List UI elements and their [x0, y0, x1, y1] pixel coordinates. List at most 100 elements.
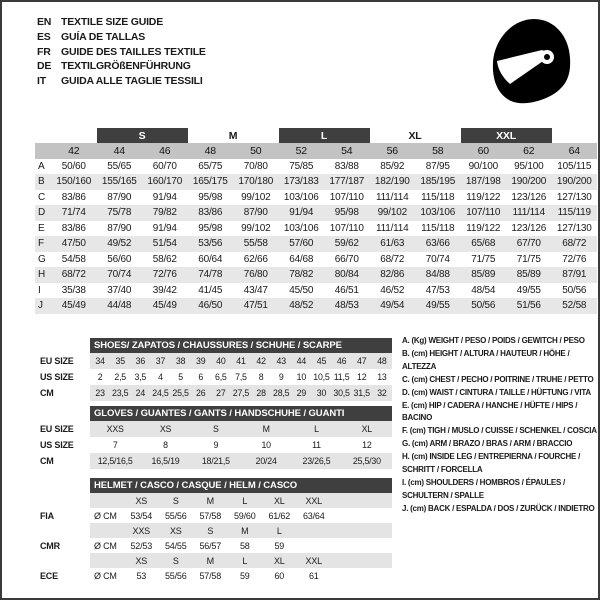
- gloves-grid: EU SIZE XXS XS S M L XL US SIZE 7 8 9 10 11 12 CM 12,5/…: [35, 421, 392, 469]
- measure-value: 50/60: [61, 160, 86, 172]
- measure-value: 41/45: [198, 284, 223, 296]
- size-number: 64: [551, 143, 598, 159]
- sub-value: 34: [90, 353, 111, 369]
- size-number: 48: [187, 143, 233, 159]
- helmet-value: 61: [308, 570, 319, 581]
- gloves-table: GLOVES / GUANTES / GANTS / HANDSCHUHE / …: [35, 406, 392, 469]
- unit-spacer: [90, 553, 124, 568]
- sub-value: XXS: [90, 421, 141, 437]
- sub-value: 30: [311, 385, 332, 401]
- size-number: 56: [369, 143, 416, 159]
- sub-value: 2,5: [114, 372, 127, 382]
- sub-value: 12: [362, 440, 372, 450]
- measure-value: 123/126: [511, 222, 547, 234]
- gloves-table-title: GLOVES / GUANTES / GANTS / HANDSCHUHE / …: [90, 406, 392, 421]
- sub-value: 11: [312, 440, 321, 450]
- sub-value: 8: [163, 440, 168, 450]
- sub-value: 8: [258, 372, 264, 382]
- helmet-size: S: [158, 493, 193, 508]
- helmet-size: XS: [158, 523, 193, 538]
- unit-spacer: [90, 493, 124, 508]
- sub-value: 23/26,5: [291, 453, 342, 469]
- legend-item: B. (cm) HEIGHT / ALTURA / HAUTEUR / HÖHE…: [402, 348, 570, 371]
- side-label: US SIZE: [35, 437, 90, 453]
- measure-value: 155/165: [96, 174, 142, 190]
- row-label: I: [38, 284, 41, 296]
- sub-value: 24: [130, 385, 151, 401]
- measure-value: 66/70: [334, 253, 359, 265]
- filler: [331, 553, 392, 568]
- filler: [331, 508, 392, 523]
- measure-value: 95/98: [198, 222, 223, 234]
- sub-value: 24,5: [150, 385, 171, 401]
- measure-value: 68/72: [380, 253, 405, 265]
- unit-label: Ø CM: [94, 540, 117, 551]
- language-row: FR GUIDE DES TAILLES TEXTILE: [37, 45, 206, 60]
- sub-row-us-size: US SIZE 2 2,5 3,5 4 5 6 6,5 7,5 8 9 10 10,5 11,5 12 13: [35, 369, 392, 385]
- measure-value: 47/51: [233, 298, 279, 314]
- sub-value: 28,5: [271, 385, 292, 401]
- sub-value: 25,5: [170, 385, 191, 401]
- size-number: 42: [51, 143, 97, 159]
- side-label: CM: [35, 385, 91, 401]
- sub-value: 2: [97, 372, 103, 382]
- group-xxl: XXL: [460, 128, 552, 143]
- measure-row-e: E 83/86 87/90 91/94 95/98 99/102 103/106 107/11…: [35, 221, 597, 237]
- filler: [331, 538, 392, 553]
- sub-value: 6,5: [215, 372, 227, 382]
- sub-value: 9: [278, 372, 284, 382]
- sub-value: S: [190, 421, 241, 437]
- measure-value: 45/49: [142, 298, 188, 314]
- sub-value: 43: [271, 353, 292, 369]
- size-number: 44: [96, 143, 142, 159]
- measure-value: 87/95: [425, 160, 450, 172]
- helmet-size: L: [262, 523, 297, 538]
- sub-row-us-size: US SIZE 7 8 9 10 11 12: [35, 437, 392, 453]
- helmet-size: XL: [262, 493, 297, 508]
- sub-row-cm: CM 23 23,5 24 24,5 25,5 26 27 27,5 28 28,5 29 30 30,5…: [35, 385, 392, 401]
- unit-label: Ø CM: [94, 510, 117, 521]
- helmet-value: 59: [239, 570, 250, 581]
- sub-value: 23: [90, 385, 111, 401]
- measure-value: 84/88: [415, 267, 461, 283]
- sub-value: 10: [296, 372, 307, 382]
- guide-title: GUIDA ALLE TAGLIE TESSILI: [61, 75, 203, 88]
- measure-value: 48/53: [324, 298, 370, 314]
- measure-value: 56/60: [107, 253, 132, 265]
- measure-value: 160/170: [142, 174, 188, 190]
- measure-row-c: C 83/86 87/90 91/94 95/98 99/102 103/106 107/11…: [35, 190, 597, 206]
- measure-value: 54/58: [61, 253, 86, 265]
- helmet-value: 52/53: [130, 540, 153, 551]
- measure-value: 39/42: [152, 284, 177, 296]
- size-number: 50: [233, 143, 279, 159]
- row-label: C: [38, 191, 46, 203]
- group-spacer: [552, 128, 598, 143]
- measure-value: 95/98: [198, 191, 223, 203]
- legend-item: A. (Kg) WEIGHT / PESO / POIDS / GEWITCH …: [402, 336, 585, 345]
- sub-value: 35: [110, 353, 131, 369]
- helmet-values-row-fia: FIA Ø CM 53/54 55/56 57/58 59/60 61/62 63/64: [35, 508, 392, 523]
- unit-spacer: [90, 523, 124, 538]
- measure-value: 80/84: [324, 267, 370, 283]
- helmet-value: [297, 538, 332, 553]
- measure-value: 71/75: [516, 253, 541, 265]
- filler: [331, 523, 392, 538]
- sub-value: 25,5/30: [341, 453, 392, 469]
- measure-value: 72/76: [562, 253, 587, 265]
- measure-value: 91/94: [152, 191, 177, 203]
- row-label: G: [38, 253, 46, 265]
- measure-value: 59/62: [324, 236, 370, 252]
- sub-value: 48: [371, 353, 392, 369]
- measure-value: 58/62: [152, 253, 177, 265]
- measure-value: 68/72: [51, 267, 97, 283]
- side-label: CM: [35, 453, 90, 469]
- measure-row-i: I 35/38 37/40 39/42 41/45 43/47 45/50 46/51 46/5…: [35, 283, 597, 299]
- sub-value: XL: [341, 421, 392, 437]
- sub-value: 28: [251, 385, 272, 401]
- measure-value: 53/56: [187, 236, 233, 252]
- measurement-legend: A. (Kg) WEIGHT / PESO / POIDS / GEWITCH …: [402, 335, 598, 516]
- row-label-spacer: [35, 143, 51, 159]
- measure-value: 173/183: [278, 174, 325, 190]
- helmet-value: 55/56: [164, 510, 187, 521]
- guide-title: TEXTILGRÖßENFÜHRUNG: [61, 60, 191, 73]
